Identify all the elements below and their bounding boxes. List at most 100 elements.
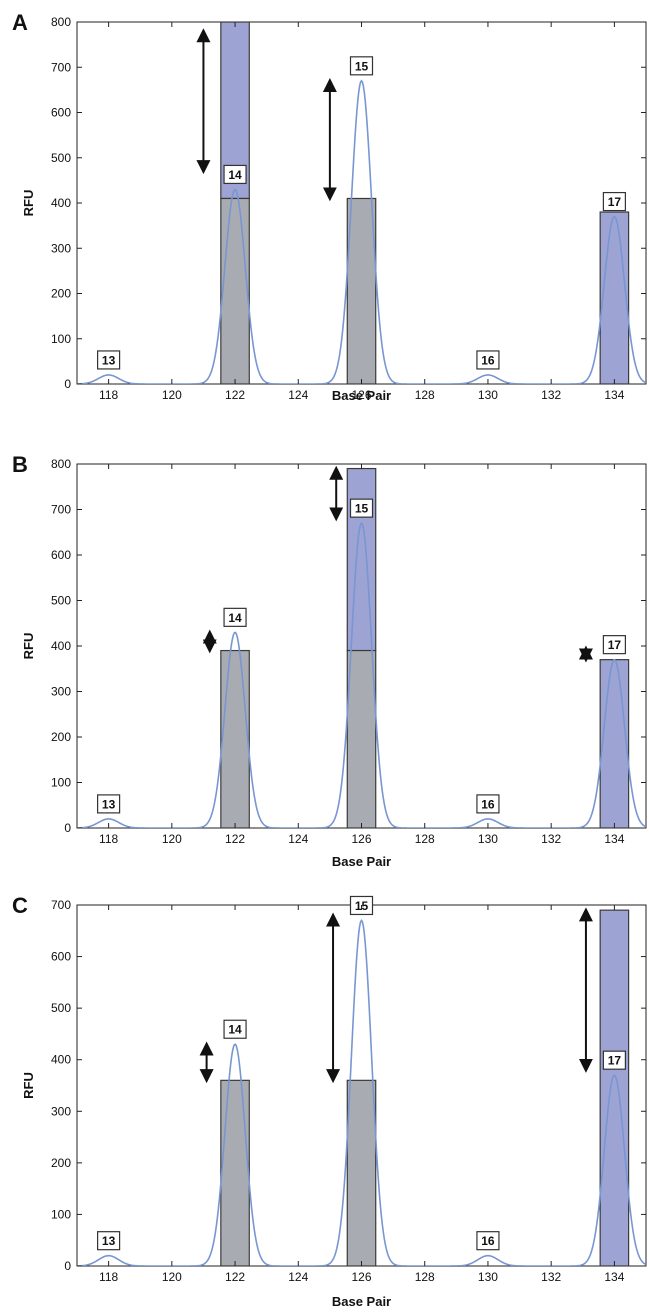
x-tick-label: 134 bbox=[604, 1270, 624, 1284]
panel-b: B 13 14 15 16 17 0 100 200 300 400 500 600 700 800 118 1… bbox=[12, 452, 647, 869]
x-tick-label: 126 bbox=[351, 1270, 371, 1284]
allele-label-box bbox=[476, 794, 500, 814]
x-axis-title: Base Pair bbox=[332, 388, 391, 403]
allele-label-box bbox=[223, 1019, 247, 1039]
x-tick-label: 122 bbox=[225, 388, 245, 402]
allele-label-box bbox=[476, 350, 500, 370]
blue-bar bbox=[599, 909, 630, 1266]
allele-label-text: 14 bbox=[228, 611, 242, 625]
y-tick-label: 0 bbox=[64, 377, 71, 391]
x-tick-label: 124 bbox=[288, 388, 308, 402]
panel-letter: C bbox=[12, 893, 28, 918]
allele-label-text: 17 bbox=[608, 638, 622, 652]
y-tick-label: 500 bbox=[51, 151, 71, 165]
allele-label-text: 16 bbox=[481, 353, 495, 367]
allele-label-box bbox=[349, 56, 374, 76]
y-tick-label: 0 bbox=[64, 821, 71, 835]
allele-label-text: 17 bbox=[608, 1054, 622, 1068]
allele-label-box bbox=[476, 1231, 500, 1251]
panel-letter: A bbox=[12, 10, 28, 35]
x-tick-label: 118 bbox=[99, 388, 118, 402]
x-tick-label: 128 bbox=[415, 388, 435, 402]
y-tick-label: 600 bbox=[51, 950, 71, 964]
y-tick-label: 300 bbox=[51, 241, 71, 255]
x-tick-label: 124 bbox=[288, 1270, 308, 1284]
x-axis-title: Base Pair bbox=[332, 854, 391, 869]
gray-bar bbox=[220, 1079, 250, 1266]
y-tick-label: 200 bbox=[51, 287, 71, 301]
y-tick-label: 700 bbox=[51, 503, 71, 517]
allele-label-text: 16 bbox=[481, 1234, 495, 1248]
y-tick-label: 600 bbox=[51, 548, 71, 562]
allele-label-box bbox=[97, 1231, 121, 1251]
y-axis-title: RFU bbox=[21, 633, 36, 660]
x-tick-label: 118 bbox=[99, 1270, 118, 1284]
allele-label: 17 bbox=[602, 635, 626, 655]
panel-letter: B bbox=[12, 452, 28, 477]
y-tick-label: 400 bbox=[51, 196, 71, 210]
y-tick-label: 600 bbox=[51, 106, 71, 120]
allele-label: 13 bbox=[97, 794, 121, 814]
allele-label: 14 bbox=[223, 164, 247, 185]
y-tick-label: 300 bbox=[51, 685, 71, 699]
blue-bar bbox=[599, 211, 630, 384]
allele-label-box bbox=[602, 1050, 626, 1070]
y-tick-label: 300 bbox=[51, 1104, 71, 1118]
x-tick-label: 134 bbox=[604, 832, 624, 846]
y-tick-label: 100 bbox=[51, 776, 71, 790]
blue-bar bbox=[346, 467, 377, 652]
x-axis-title: Base Pair bbox=[332, 1294, 391, 1309]
y-tick-label: 400 bbox=[51, 1053, 71, 1067]
allele-label-text: 14 bbox=[228, 1023, 242, 1037]
allele-label: 16 bbox=[476, 350, 500, 370]
x-tick-label: 120 bbox=[162, 832, 182, 846]
y-tick-label: 800 bbox=[51, 457, 71, 471]
y-axis-title: RFU bbox=[21, 1072, 36, 1099]
allele-label: 14 bbox=[223, 607, 247, 627]
y-tick-label: 100 bbox=[51, 1207, 71, 1221]
x-tick-label: 124 bbox=[288, 832, 308, 846]
allele-label-text: 15 bbox=[355, 59, 369, 73]
allele-label-box bbox=[602, 635, 626, 655]
peak-trace bbox=[77, 521, 646, 828]
allele-label-box bbox=[223, 607, 247, 627]
x-tick-label: 118 bbox=[99, 832, 118, 846]
allele-label: 16 bbox=[476, 794, 500, 814]
allele-label-text: 13 bbox=[102, 353, 116, 367]
y-tick-label: 100 bbox=[51, 332, 71, 346]
x-tick-label: 128 bbox=[415, 832, 435, 846]
allele-label-box bbox=[97, 350, 121, 370]
x-tick-label: 130 bbox=[478, 1270, 498, 1284]
gray-bar bbox=[220, 649, 250, 828]
allele-label-box bbox=[349, 498, 374, 518]
allele-label-text: 13 bbox=[102, 1234, 116, 1248]
x-tick-label: 126 bbox=[351, 388, 371, 402]
blue-bar bbox=[599, 659, 630, 828]
allele-label: 17 bbox=[602, 191, 626, 212]
y-axis-title: RFU bbox=[21, 190, 36, 217]
x-tick-label: 132 bbox=[541, 832, 561, 846]
peak-trace bbox=[77, 79, 646, 384]
peak-trace bbox=[77, 918, 646, 1266]
x-tick-label: 132 bbox=[541, 1270, 561, 1284]
y-tick-label: 700 bbox=[51, 898, 71, 912]
x-tick-label: 130 bbox=[478, 832, 498, 846]
x-tick-label: 132 bbox=[541, 388, 561, 402]
x-tick-label: 126 bbox=[351, 832, 371, 846]
allele-label: 13 bbox=[97, 1231, 121, 1251]
allele-label-box bbox=[223, 164, 247, 185]
allele-label: 16 bbox=[476, 1231, 500, 1251]
y-tick-label: 0 bbox=[64, 1259, 71, 1273]
allele-label-text: 17 bbox=[608, 195, 622, 209]
y-tick-label: 500 bbox=[51, 594, 71, 608]
allele-label-text: 15 bbox=[355, 502, 369, 516]
gray-bar bbox=[346, 649, 377, 828]
x-tick-label: 122 bbox=[225, 1270, 245, 1284]
y-tick-label: 500 bbox=[51, 1001, 71, 1015]
x-tick-label: 128 bbox=[415, 1270, 435, 1284]
allele-label: 13 bbox=[97, 350, 121, 370]
allele-label-text: 14 bbox=[228, 168, 242, 182]
plot-layer bbox=[77, 909, 646, 1266]
